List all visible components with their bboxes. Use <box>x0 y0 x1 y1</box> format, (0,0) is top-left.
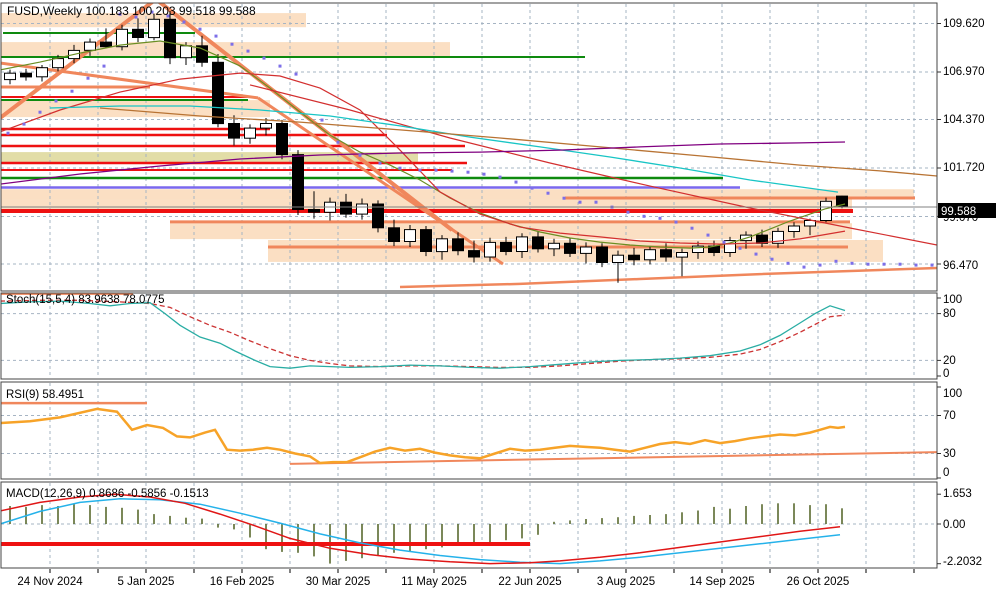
price-scale-label-2: 106.970 <box>943 66 985 78</box>
date-label-1: 24 Nov 2024 <box>17 576 83 588</box>
date-label-9: 26 Oct 2025 <box>787 576 850 588</box>
main-price-panel <box>1 3 937 290</box>
macd-scale-zero: 0.00 <box>943 519 965 531</box>
panel-borders <box>0 2 938 569</box>
rsi-scale-100: 100 <box>943 388 962 400</box>
date-label-2: 5 Jan 2025 <box>118 576 175 588</box>
stoch-scale-80: 80 <box>943 308 956 320</box>
chart-render-layers <box>0 2 941 573</box>
price-scale-label-1: 109.620 <box>943 18 985 30</box>
macd-panel <box>1 483 937 567</box>
price-scale-label-6: 96.470 <box>943 260 978 272</box>
rsi-scale-70: 70 <box>943 410 956 422</box>
rsi-scale-0: 0 <box>943 467 949 479</box>
rsi-panel-label: RSI(9) 58.4951 <box>6 389 84 401</box>
stoch-panel-label: Stoch(15,5,4) 83.9638 78.0775 <box>6 294 165 306</box>
rsi-scale-30: 30 <box>943 448 956 460</box>
current-price-badge-text: 99.588 <box>941 206 976 218</box>
stoch-scale-20: 20 <box>943 355 956 367</box>
price-scale-label-4: 101.720 <box>943 162 985 174</box>
rsi-panel <box>1 383 937 478</box>
date-label-5: 11 May 2025 <box>401 576 467 588</box>
date-label-8: 14 Sep 2025 <box>689 576 754 588</box>
macd-scale-high: 1.653 <box>943 488 972 500</box>
date-label-7: 3 Aug 2025 <box>597 576 655 588</box>
macd-panel-label: MACD(12,26,9) 0.8686 -0.5856 -0.1513 <box>6 488 209 500</box>
date-label-6: 22 Jun 2025 <box>498 576 561 588</box>
stochastic-panel <box>1 293 937 378</box>
chart-labels: FUSD,Weekly 100.183 100.203 99.518 99.58… <box>6 4 996 588</box>
date-label-3: 16 Feb 2025 <box>210 576 275 588</box>
date-label-4: 30 Mar 2025 <box>306 576 371 588</box>
stoch-scale-0: 0 <box>943 368 949 380</box>
stoch-scale-100: 100 <box>943 294 962 306</box>
price-scale-label-3: 104.370 <box>943 114 985 126</box>
macd-scale-low: -2.2032 <box>943 556 982 568</box>
chart-title: FUSD,Weekly 100.183 100.203 99.518 99.58… <box>7 4 256 18</box>
current-price-badge <box>938 203 996 218</box>
